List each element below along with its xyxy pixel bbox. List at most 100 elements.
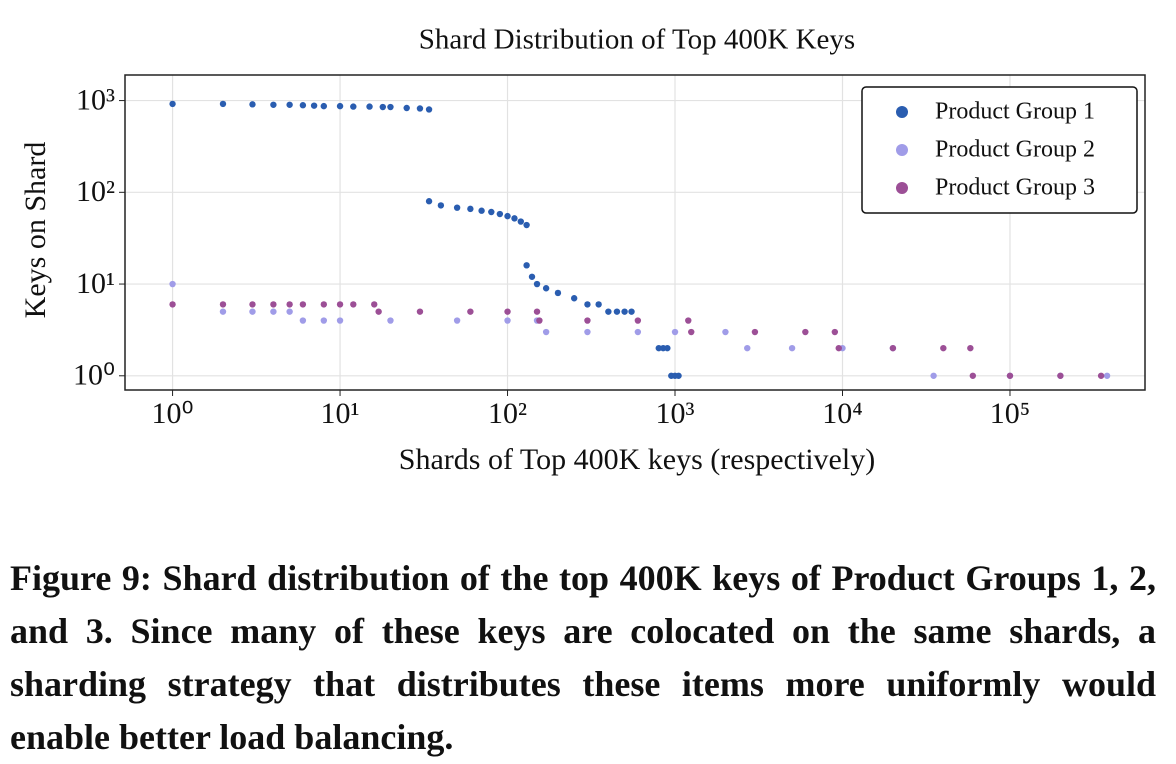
data-point: [536, 317, 543, 324]
y-tick-label: 10²: [76, 175, 115, 208]
data-point: [688, 328, 695, 336]
data-point: [496, 210, 504, 218]
data-point: [453, 317, 461, 324]
data-point: [967, 344, 974, 352]
data-point: [584, 301, 591, 308]
data-point: [675, 372, 682, 379]
data-point: [299, 317, 307, 324]
legend-marker: [896, 144, 908, 156]
data-point: [722, 328, 729, 336]
data-point: [802, 328, 809, 336]
data-point: [467, 308, 474, 315]
data-point: [528, 273, 536, 280]
data-point: [533, 308, 541, 315]
data-point: [299, 102, 307, 109]
data-point: [387, 103, 394, 111]
data-point: [169, 100, 176, 108]
data-point: [403, 104, 410, 112]
data-point: [350, 103, 357, 110]
x-tick-label: 10⁴: [822, 397, 862, 430]
data-point: [605, 308, 612, 315]
data-point: [270, 308, 277, 315]
x-axis-label: Shards of Top 400K keys (respectively): [399, 443, 875, 476]
data-point: [425, 106, 433, 113]
data-point: [634, 328, 642, 336]
data-point: [523, 262, 530, 269]
x-tick-label: 10⁵: [990, 397, 1030, 430]
data-point: [511, 215, 518, 222]
data-point: [554, 289, 562, 297]
data-point: [270, 301, 277, 308]
data-point: [467, 205, 474, 213]
data-point: [249, 101, 256, 108]
data-point: [751, 328, 759, 336]
data-point: [504, 317, 511, 324]
data-point: [744, 344, 751, 352]
legend-label: Product Group 1: [935, 99, 1095, 125]
data-point: [788, 344, 796, 352]
legend-label: Product Group 3: [935, 175, 1095, 201]
data-point: [219, 100, 227, 108]
data-point: [169, 301, 176, 308]
data-point: [930, 372, 937, 379]
data-point: [655, 344, 662, 352]
data-point: [570, 295, 578, 302]
plot-frame: [124, 74, 1146, 391]
data-point: [542, 285, 550, 292]
data-point: [595, 301, 602, 308]
y-tick-label: 10³: [76, 83, 115, 116]
data-point: [584, 328, 591, 336]
data-point: [478, 207, 485, 214]
figure-caption: Figure 9: Shard distribution of the top …: [10, 558, 1156, 757]
y-tick-label: 10¹: [76, 267, 115, 300]
chart: Shard Distribution of Top 400K Keys Shar…: [19, 24, 1146, 476]
x-tick-label: 10³: [656, 397, 695, 430]
x-tick-label: 10⁰: [152, 397, 194, 430]
data-point: [219, 301, 227, 308]
data-point: [375, 308, 382, 315]
data-point: [336, 301, 344, 308]
data-point: [270, 101, 277, 108]
data-point: [299, 301, 307, 308]
data-point: [1097, 372, 1105, 379]
data-point: [621, 308, 628, 315]
data-point: [320, 317, 328, 324]
data-point: [416, 105, 424, 112]
data-point: [286, 101, 293, 108]
data-point: [1057, 372, 1064, 379]
legend: Product Group 1 Product Group 2 Product Gr…: [861, 86, 1138, 214]
x-tick-label: 10²: [488, 397, 527, 430]
data-point: [416, 308, 424, 315]
data-point: [504, 308, 511, 315]
data-point: [379, 103, 387, 111]
data-point: [286, 308, 293, 315]
y-tick-label: 10⁰: [73, 359, 115, 392]
data-point: [685, 317, 692, 324]
data-point: [889, 344, 897, 352]
data-point: [533, 280, 541, 288]
data-point: [387, 317, 394, 324]
data-point: [940, 344, 947, 352]
data-point: [1006, 372, 1014, 379]
data-point: [320, 102, 328, 110]
data-point: [542, 328, 550, 336]
data-point: [613, 308, 621, 315]
data-point: [249, 301, 256, 308]
data-point: [425, 198, 433, 205]
data-point: [1103, 372, 1111, 379]
data-point: [517, 218, 524, 225]
data-point: [336, 317, 344, 324]
data-point: [584, 317, 591, 324]
data-point: [523, 221, 530, 229]
data-point: [371, 301, 378, 308]
data-point: [310, 102, 318, 109]
data-point: [336, 102, 344, 110]
data-point: [219, 308, 227, 315]
data-point: [628, 308, 635, 315]
data-point: [366, 103, 373, 110]
data-point: [453, 204, 461, 211]
legend-marker: [896, 106, 908, 118]
data-point: [634, 317, 642, 324]
y-axis-label: Keys on Shard: [19, 142, 52, 319]
